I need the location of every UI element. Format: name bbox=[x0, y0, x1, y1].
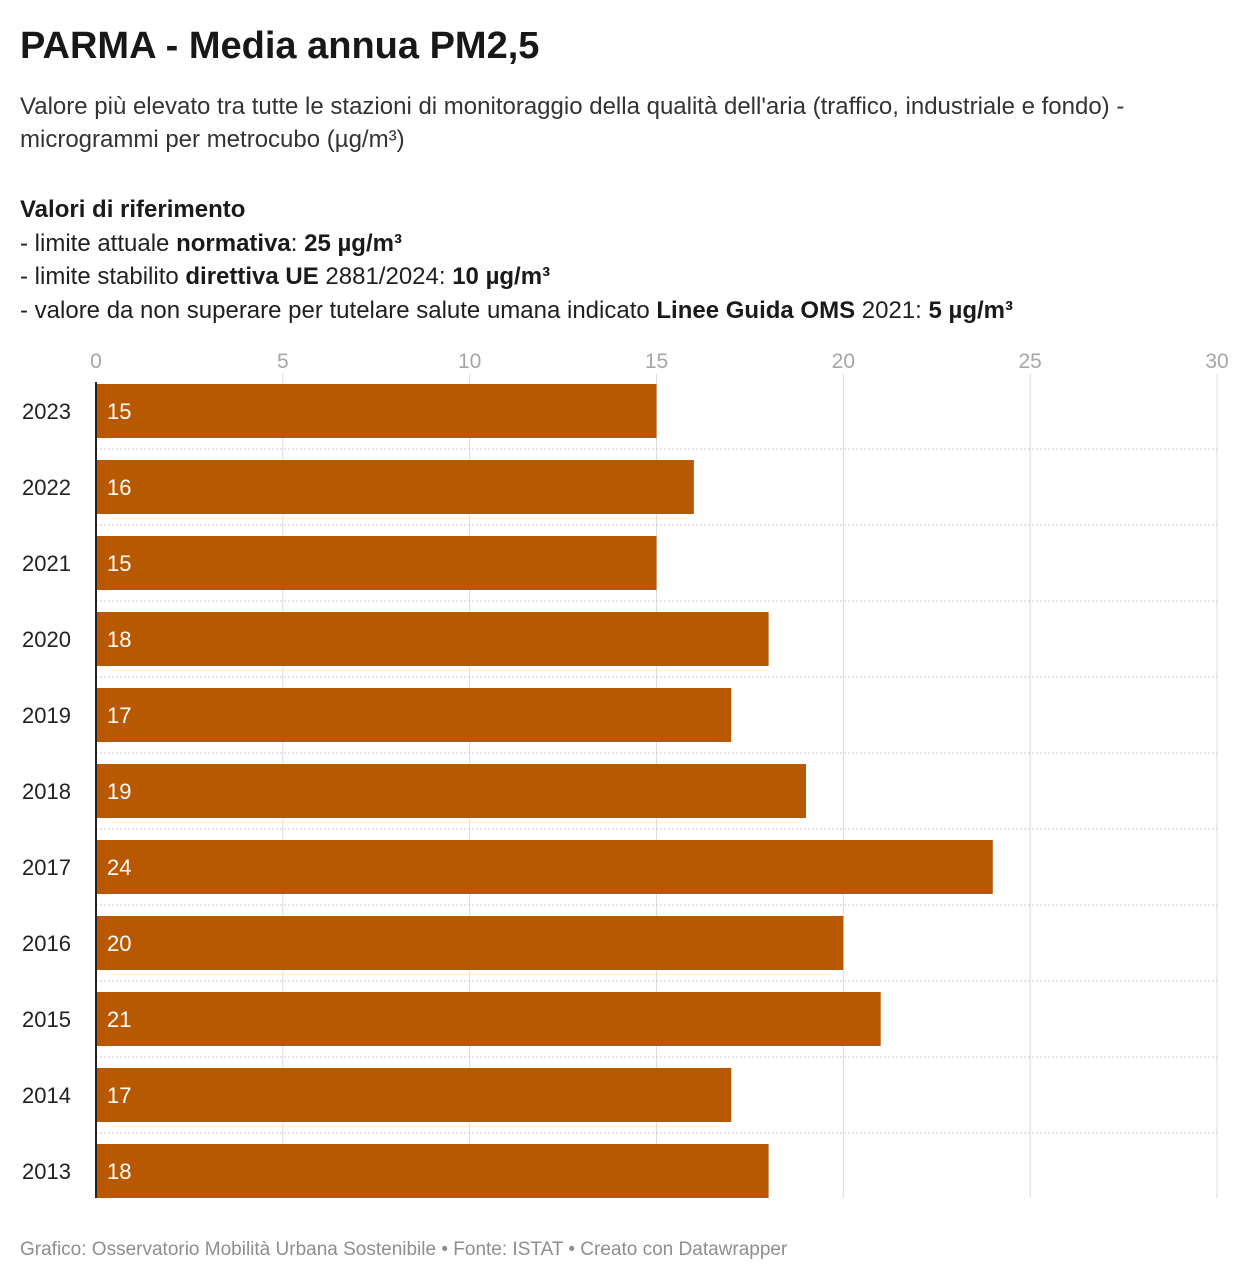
category-label-2016: 2016 bbox=[22, 931, 71, 956]
reference-line-normativa: - limite attuale normativa: 25 µg/m³ bbox=[20, 229, 402, 257]
value-label-2015: 21 bbox=[107, 1007, 131, 1032]
bar-2020 bbox=[96, 612, 769, 666]
bar-2017 bbox=[96, 840, 993, 894]
bar-2019 bbox=[96, 688, 732, 742]
bar-2022 bbox=[96, 460, 694, 514]
x-tick-label-15: 15 bbox=[645, 350, 668, 373]
category-label-2017: 2017 bbox=[22, 855, 71, 880]
bar-2016 bbox=[96, 916, 844, 970]
bar-chart: 0 5 10 15 20 25 30 2023 15 2022 16 2021 15 2020 18 2019… bbox=[0, 340, 1240, 1215]
value-label-2019: 17 bbox=[107, 703, 131, 728]
category-label-2018: 2018 bbox=[22, 779, 71, 804]
value-label-2020: 18 bbox=[107, 627, 131, 652]
bar-2015 bbox=[96, 992, 881, 1046]
x-tick-label-30: 30 bbox=[1205, 350, 1228, 373]
value-label-2017: 24 bbox=[107, 855, 131, 880]
category-label-2020: 2020 bbox=[22, 627, 71, 652]
bar-2018 bbox=[96, 764, 806, 818]
reference-line-direttiva: - limite stabilito direttiva UE 2881/202… bbox=[20, 263, 551, 290]
bar-2013 bbox=[96, 1144, 769, 1198]
category-label-2021: 2021 bbox=[22, 551, 71, 576]
x-tick-label-20: 20 bbox=[832, 350, 855, 373]
value-label-2014: 17 bbox=[107, 1083, 131, 1108]
category-label-2022: 2022 bbox=[22, 475, 71, 500]
category-label-2013: 2013 bbox=[22, 1159, 71, 1184]
x-tick-label-10: 10 bbox=[458, 350, 481, 373]
x-tick-label-5: 5 bbox=[277, 350, 289, 373]
chart-title: PARMA - Media annua PM2,5 bbox=[20, 25, 540, 67]
category-label-2015: 2015 bbox=[22, 1007, 71, 1032]
value-label-2023: 15 bbox=[107, 399, 131, 424]
category-label-2023: 2023 bbox=[22, 399, 71, 424]
chart-footer: Grafico: Osservatorio Mobilità Urbana So… bbox=[20, 1239, 788, 1260]
value-label-2013: 18 bbox=[107, 1159, 131, 1184]
bar-2014 bbox=[96, 1068, 732, 1122]
x-tick-label-25: 25 bbox=[1018, 350, 1041, 373]
reference-line-oms: - valore da non superare per tutelare sa… bbox=[20, 296, 1014, 324]
value-label-2018: 19 bbox=[107, 779, 131, 804]
category-label-2019: 2019 bbox=[22, 703, 71, 728]
value-label-2016: 20 bbox=[107, 931, 131, 956]
chart-subtitle: Valore più elevato tra tutte le stazioni… bbox=[20, 93, 1125, 153]
category-label-2014: 2014 bbox=[22, 1083, 71, 1108]
value-label-2021: 15 bbox=[107, 551, 131, 576]
reference-heading: Valori di riferimento bbox=[20, 196, 246, 223]
reference-values: Valori di riferimento - limite attuale n… bbox=[20, 193, 1220, 327]
value-label-2022: 16 bbox=[107, 475, 131, 500]
bar-2021 bbox=[96, 536, 657, 590]
x-tick-label-0: 0 bbox=[90, 350, 102, 373]
bar-2023 bbox=[96, 384, 657, 438]
